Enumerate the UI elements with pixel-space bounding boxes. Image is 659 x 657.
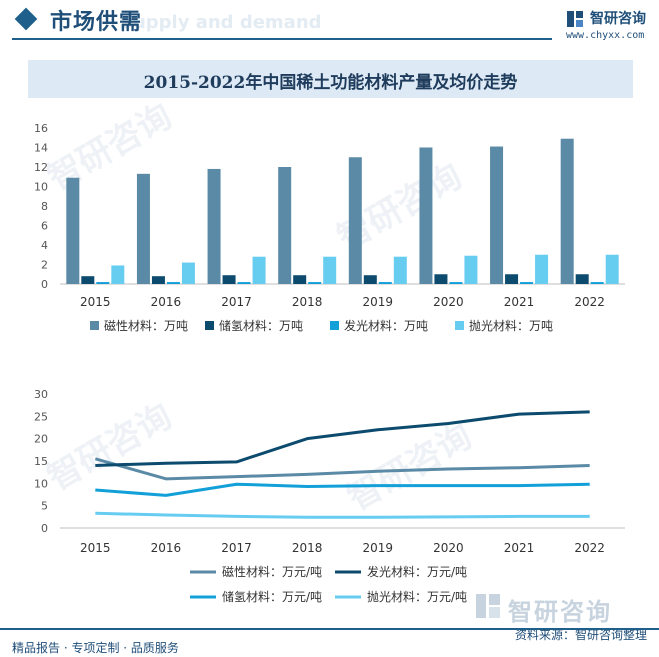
legend-label: 储氢材料：万吨 — [219, 318, 303, 333]
footer-tagline: 精品报告 · 专项定制 · 品质服务 — [12, 641, 179, 655]
legend-label: 储氢材料：万元/吨 — [222, 589, 322, 604]
y-tick-label: 0 — [41, 522, 48, 535]
y-tick-label: 25 — [34, 410, 48, 423]
series-line-1 — [94, 457, 590, 481]
y-tick-label: 5 — [41, 500, 48, 513]
page-header: Supply and demand 市场供需 智研咨询 www.chyxx.co… — [0, 0, 659, 48]
x-tick-label: 2019 — [363, 541, 394, 555]
x-tick-label: 2016 — [151, 295, 182, 309]
y-tick-label: 30 — [34, 388, 48, 401]
y-tick-label: 4 — [41, 239, 48, 252]
bar-2 — [222, 275, 236, 284]
legend-label: 发光材料：万元/吨 — [367, 564, 467, 579]
chart-title: 2015-2022年中国稀土功能材料产量及均价走势 — [143, 73, 518, 93]
series-line-4 — [95, 511, 590, 519]
data-source: 资料来源：智研咨询整理 — [514, 628, 647, 642]
diamond-icon — [14, 7, 38, 31]
header-divider — [12, 38, 552, 40]
bar-4 — [252, 256, 266, 284]
legend-label: 抛光材料：万元/吨 — [367, 589, 467, 604]
bar-2 — [505, 274, 519, 284]
bar-1 — [136, 173, 150, 284]
y-tick-label: 14 — [34, 142, 48, 155]
bar-3 — [166, 282, 180, 284]
bar-1 — [490, 146, 504, 284]
bar-3 — [449, 282, 463, 284]
section-subtitle-ghost: Supply and demand — [120, 12, 322, 33]
bar-3 — [237, 282, 251, 284]
price-line-chart: 0 5 10 15 20 25 30 2015 2016 2017 2018 2019 2020 2021… — [34, 388, 625, 604]
x-tick-label: 2016 — [151, 541, 182, 555]
x-tick-label: 2021 — [504, 541, 535, 555]
bar-3 — [308, 282, 322, 284]
bar-3 — [378, 282, 392, 284]
y-tick-label: 15 — [34, 455, 48, 468]
series-line-3 — [95, 482, 590, 497]
bar-2 — [151, 276, 165, 284]
bar-1 — [207, 168, 221, 284]
x-tick-label: 2018 — [292, 541, 323, 555]
x-tick-label: 2017 — [221, 541, 252, 555]
y-tick-label: 2 — [41, 259, 48, 272]
x-tick-label: 2015 — [80, 541, 111, 555]
y-tick-label: 16 — [34, 122, 48, 135]
chart-title-band: 2015-2022年中国稀土功能材料产量及均价走势 — [28, 60, 633, 98]
bar-2 — [434, 274, 448, 284]
x-tick-label: 2021 — [504, 295, 535, 309]
x-tick-label: 2020 — [433, 541, 464, 555]
brand-logo-icon — [567, 11, 583, 27]
x-tick-label: 2022 — [574, 295, 605, 309]
bar-1 — [66, 177, 80, 284]
bar-2 — [575, 274, 589, 284]
bar-4 — [464, 255, 478, 284]
brand-url: www.chyxx.com — [566, 30, 645, 41]
bar-2 — [363, 275, 377, 284]
legend-label: 抛光材料：万吨 — [469, 318, 553, 333]
bar-4 — [605, 254, 619, 284]
bar-1 — [560, 138, 574, 284]
production-bar-chart: 0 2 4 6 8 10 12 14 16 2015 2016 2017 2018 2019 2020 202… — [34, 122, 625, 333]
footer-divider — [0, 628, 659, 630]
brand-name: 智研咨询 — [590, 11, 646, 27]
legend-swatch — [90, 321, 99, 330]
series-line-2 — [95, 410, 590, 467]
y-tick-label: 6 — [41, 220, 48, 233]
y-tick-label: 20 — [34, 433, 48, 446]
x-tick-label: 2017 — [221, 295, 252, 309]
y-tick-label: 10 — [34, 181, 48, 194]
watermark-logo-icon — [476, 594, 500, 618]
x-tick-label: 2022 — [574, 541, 605, 555]
y-tick-label: 0 — [41, 278, 48, 291]
x-tick-label: 2020 — [433, 295, 464, 309]
x-tick-label: 2018 — [292, 295, 323, 309]
bar-4 — [181, 262, 195, 284]
bar-1 — [419, 147, 433, 284]
legend-swatch — [455, 321, 464, 330]
legend-label: 发光材料：万吨 — [344, 318, 428, 333]
y-tick-label: 10 — [34, 477, 48, 490]
bar-4 — [323, 256, 337, 284]
bar-2 — [293, 275, 307, 284]
legend-label: 磁性材料：万吨 — [104, 318, 188, 333]
legend-label: 磁性材料：万元/吨 — [222, 564, 322, 579]
bar-4 — [111, 265, 125, 284]
x-tick-label: 2019 — [363, 295, 394, 309]
legend-swatch — [205, 321, 214, 330]
y-tick-label: 8 — [41, 200, 48, 213]
bar-3 — [590, 282, 604, 284]
bar-3 — [520, 282, 534, 284]
bar-1 — [348, 157, 362, 284]
legend-swatch — [330, 321, 339, 330]
bar-4 — [393, 256, 407, 284]
bar-3 — [96, 282, 110, 284]
bar-1 — [278, 167, 292, 284]
section-title: 市场供需 — [50, 10, 143, 35]
watermark-brand: 智研咨询 — [508, 598, 612, 626]
x-tick-label: 2015 — [80, 295, 111, 309]
bar-4 — [535, 254, 549, 284]
y-tick-label: 12 — [34, 161, 48, 174]
bar-2 — [81, 276, 95, 284]
